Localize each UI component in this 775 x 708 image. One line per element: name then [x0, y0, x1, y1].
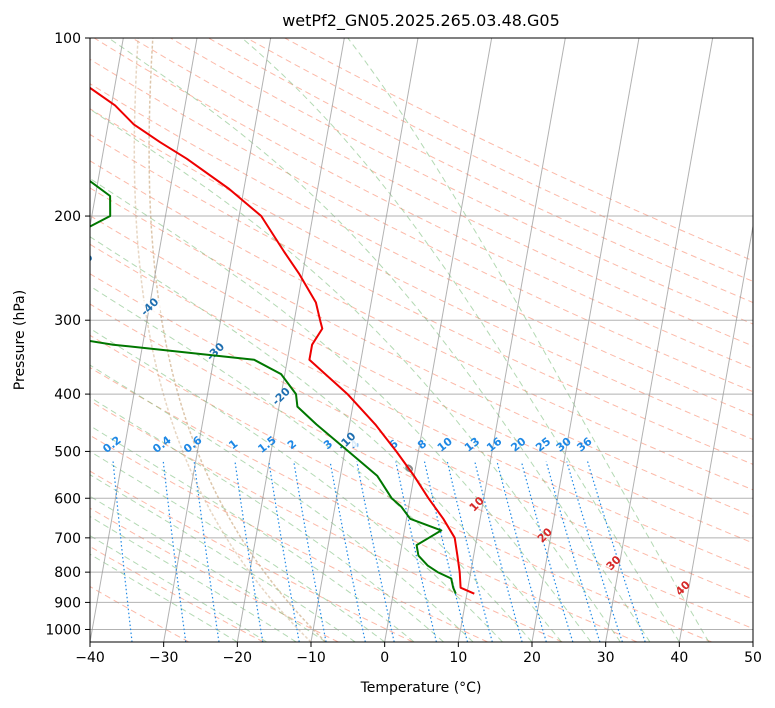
isotherm-label-bg	[138, 300, 161, 313]
dry-adiabat	[170, 38, 753, 325]
dry-adiabat	[90, 303, 753, 630]
y-tick-label: 800	[54, 565, 81, 581]
mixing-ratio-line	[395, 461, 437, 642]
mixing-ratio-line	[474, 461, 523, 642]
y-tick-label: 300	[54, 313, 81, 329]
mixing-ratio-line	[293, 461, 327, 642]
y-tick-label: 400	[54, 387, 81, 403]
mixing-ratio-line	[112, 461, 133, 642]
dry-adiabat	[90, 400, 563, 642]
moist-adiabat	[90, 450, 385, 642]
dry-adiabat	[90, 187, 753, 517]
mixing-ratio-line	[162, 461, 187, 642]
moist-adiabat	[90, 327, 503, 642]
y-tick-label: 500	[54, 444, 81, 460]
y-tick-label: 600	[54, 491, 81, 507]
isotherm-label-bg	[90, 255, 95, 268]
wet-bulb-zero-curve	[133, 38, 312, 642]
isotherm-label-bg	[269, 390, 292, 403]
isotherm-line	[90, 38, 124, 229]
dry-adiabat	[90, 434, 488, 642]
x-tick-label: −10	[296, 650, 326, 666]
dry-adiabat	[90, 367, 638, 642]
isotherm-line	[457, 38, 566, 642]
plot-area: 0.10.20.40.611.52346810131620253036-100-…	[72, 38, 753, 642]
moist-adiabat	[90, 396, 444, 642]
x-tick-label: −30	[149, 650, 179, 666]
x-tick-label: 0	[380, 650, 389, 666]
moist-adiabat	[90, 177, 592, 642]
x-axis-label: Temperature (°C)	[360, 680, 482, 696]
x-tick-label: 40	[670, 650, 688, 666]
isotherm-line	[163, 38, 272, 642]
dry-adiabat	[208, 38, 753, 304]
mixing-ratio-line	[446, 461, 493, 642]
moist-adiabat	[90, 108, 621, 642]
isotherm-line	[236, 38, 345, 642]
x-tick-label: 30	[597, 650, 615, 666]
dry-adiabat	[90, 108, 753, 441]
x-tick-label: 10	[449, 650, 467, 666]
isotherm-label: -50	[72, 250, 95, 273]
y-tick-label: 200	[54, 209, 81, 225]
isotherm-line	[384, 38, 493, 642]
x-tick-label: 20	[523, 650, 541, 666]
isotherm-line	[310, 38, 419, 642]
moist-adiabat	[347, 38, 710, 642]
dry-adiabat	[90, 58, 753, 393]
x-tick-label: −20	[223, 650, 253, 666]
mixing-ratio-line	[329, 461, 366, 642]
mixing-ratio-line	[423, 461, 469, 642]
moist-adiabat	[241, 38, 680, 642]
dry-adiabat	[90, 507, 339, 642]
axes: −40 −30 −20 −10 0 10 20 30 40 50 100 200 300 400 500 60…	[45, 31, 762, 666]
chart-title: wetPf2_GN05.2025.265.03.48.G05	[282, 11, 560, 31]
moist-adiabat	[90, 425, 415, 642]
y-tick-label: 100	[54, 31, 81, 47]
dry-adiabat	[90, 334, 712, 642]
isotherm-line	[531, 38, 640, 642]
moist-adiabat	[108, 38, 651, 642]
y-tick-label: 700	[54, 531, 81, 547]
temperature-profile	[90, 86, 475, 595]
y-tick-label: 900	[54, 595, 81, 611]
x-tick-label: −40	[75, 650, 105, 666]
moist-adiabat	[90, 474, 356, 642]
isotherm-line	[90, 38, 198, 642]
moist-adiabat	[90, 364, 474, 642]
dry-adiabat	[90, 215, 753, 544]
plot-frame	[89, 37, 754, 643]
isotherm-line	[605, 38, 714, 642]
x-tick-label: 50	[744, 650, 762, 666]
isotherm-label-bg	[335, 434, 358, 447]
y-axis-label: Pressure (hPa)	[12, 290, 28, 390]
wet-bulb-zero-curve	[148, 38, 327, 642]
moist-adiabat	[90, 236, 562, 642]
moist-adiabat	[90, 553, 238, 642]
dewpoint-profile	[90, 179, 457, 595]
y-tick-label: 1000	[45, 622, 81, 638]
dry-adiabat	[90, 273, 753, 600]
moist-adiabat	[90, 535, 268, 642]
isotherm-line	[678, 223, 753, 642]
mixing-ratio-line	[356, 461, 395, 642]
dry-adiabat	[90, 133, 753, 465]
dry-adiabat	[93, 38, 753, 370]
